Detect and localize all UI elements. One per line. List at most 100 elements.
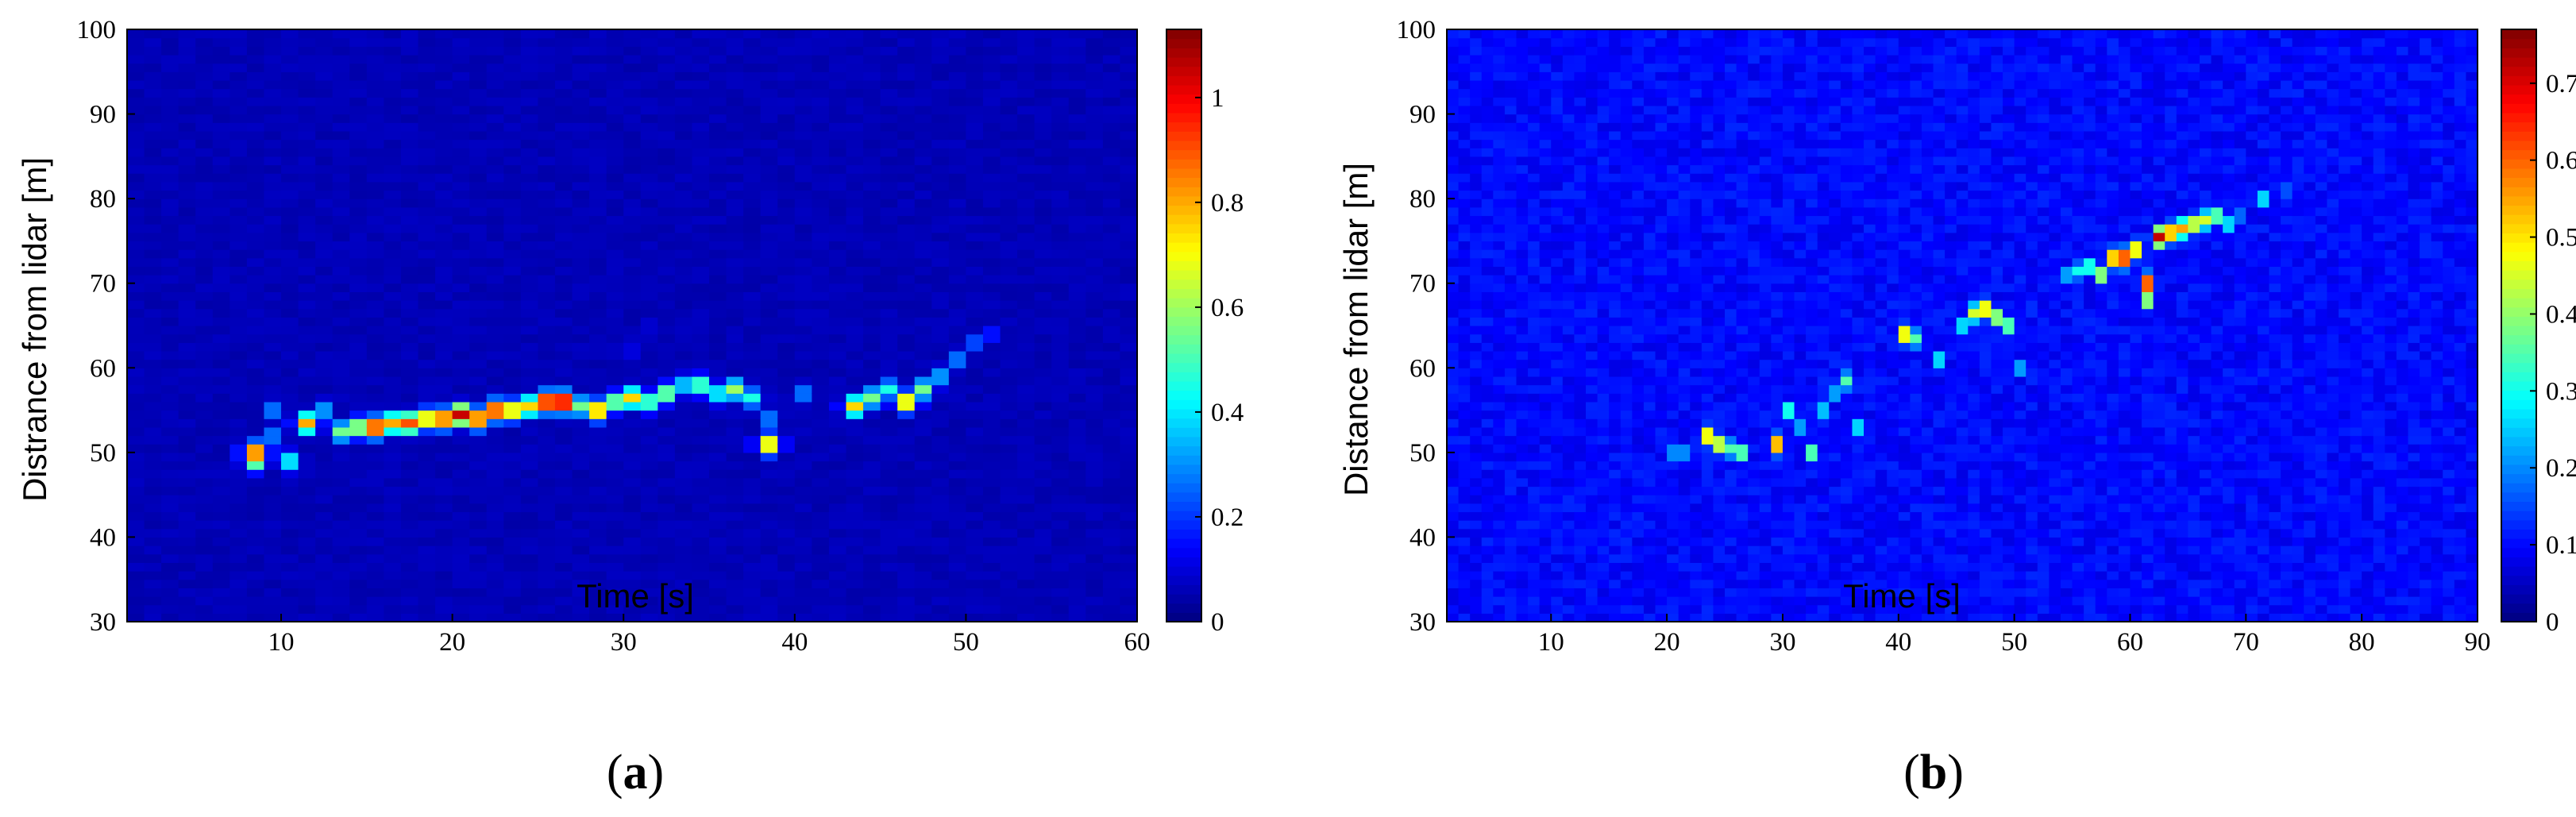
heatmap-cell: [281, 317, 299, 326]
heatmap-cell: [1017, 122, 1035, 131]
heatmap-cell: [213, 258, 230, 267]
heatmap-cell: [795, 605, 812, 614]
heatmap-cell: [812, 249, 829, 258]
heatmap-cell: [931, 309, 949, 318]
heatmap-cell: [1482, 148, 1494, 156]
heatmap-cell: [1447, 71, 1459, 80]
heatmap-cell: [384, 46, 401, 55]
heatmap-cell: [812, 436, 829, 445]
heatmap-cell: [915, 38, 932, 47]
heatmap-cell: [349, 55, 367, 64]
heatmap-cell: [333, 334, 350, 343]
heatmap-cell: [692, 173, 709, 182]
heatmap-cell: [657, 427, 675, 436]
heatmap-cell: [761, 605, 778, 614]
heatmap-cell: [469, 410, 487, 419]
heatmap-cell: [453, 376, 470, 385]
heatmap-cell: [966, 571, 983, 580]
heatmap-cell: [1482, 106, 1494, 114]
heatmap-cell: [555, 131, 573, 140]
heatmap-cell: [607, 215, 624, 224]
heatmap-cell: [915, 393, 932, 402]
heatmap-cell: [127, 554, 145, 563]
heatmap-cell: [1017, 351, 1035, 360]
heatmap-cell: [1086, 283, 1103, 292]
heatmap-cell: [469, 55, 487, 64]
heatmap-cell: [503, 224, 521, 233]
heatmap-cell: [983, 266, 1001, 275]
heatmap-cell: [1086, 486, 1103, 495]
heatmap-cell: [1069, 198, 1086, 207]
heatmap-cell: [555, 249, 573, 258]
heatmap-cell: [812, 511, 829, 520]
heatmap-cell: [1069, 317, 1086, 326]
colorbar-swatch: [1167, 131, 1201, 141]
heatmap-cell: [418, 495, 436, 503]
heatmap-cell: [487, 71, 504, 80]
heatmap-cell: [384, 291, 401, 300]
heatmap-cell: [247, 453, 264, 461]
heatmap-cell: [401, 580, 418, 588]
heatmap-cell: [692, 605, 709, 614]
heatmap-cell: [692, 156, 709, 165]
heatmap-cell: [1505, 393, 1517, 402]
heatmap-cell: [1505, 326, 1517, 334]
heatmap-cell: [384, 562, 401, 571]
heatmap-cell: [761, 300, 778, 309]
heatmap-cell: [1528, 173, 1540, 182]
heatmap-cell: [607, 140, 624, 148]
heatmap-cell: [1470, 182, 1482, 191]
heatmap-cell: [367, 215, 384, 224]
heatmap-cell: [641, 122, 658, 131]
heatmap-cell: [743, 571, 761, 580]
heatmap-cell: [333, 156, 350, 165]
heatmap-cell: [195, 613, 213, 622]
heatmap-cell: [675, 291, 692, 300]
heatmap-cell: [1017, 300, 1035, 309]
heatmap-cell: [607, 173, 624, 182]
heatmap-cell: [743, 393, 761, 402]
heatmap-cell: [435, 418, 453, 427]
heatmap-cell: [623, 453, 641, 461]
heatmap-cell: [983, 334, 1001, 343]
heatmap-cell: [1035, 97, 1052, 106]
heatmap-cell: [983, 55, 1001, 64]
heatmap-cell: [846, 545, 863, 554]
heatmap-cell: [1086, 89, 1103, 98]
heatmap-cell: [727, 326, 744, 334]
heatmap-cell: [795, 89, 812, 98]
heatmap-cell: [692, 545, 709, 554]
heatmap-cell: [229, 326, 247, 334]
heatmap-cell: [1035, 309, 1052, 318]
heatmap-cell: [418, 554, 436, 563]
heatmap-cell: [1103, 122, 1120, 131]
heatmap-cell: [1505, 71, 1517, 80]
heatmap-cell: [966, 486, 983, 495]
heatmap-cell: [367, 402, 384, 410]
heatmap-cell: [709, 580, 727, 588]
heatmap-cell: [401, 529, 418, 538]
heatmap-cell: [401, 182, 418, 191]
heatmap-cell: [1551, 376, 1563, 385]
heatmap-cell: [812, 545, 829, 554]
heatmap-cell: [1551, 89, 1563, 98]
heatmap-cell: [1103, 562, 1120, 571]
heatmap-cell: [1493, 224, 1505, 233]
heatmap-cell: [1001, 554, 1018, 563]
heatmap-cell: [812, 165, 829, 174]
heatmap-cell: [145, 486, 162, 495]
heatmap-cell: [692, 46, 709, 55]
heatmap-cell: [521, 291, 538, 300]
heatmap-cell: [161, 241, 179, 249]
y-tick-label: 80: [90, 185, 116, 214]
heatmap-cell: [983, 436, 1001, 445]
heatmap-cell: [1540, 233, 1552, 241]
heatmap-cell: [829, 580, 846, 588]
heatmap-cell: [966, 140, 983, 148]
heatmap-cell: [573, 291, 590, 300]
heatmap-cell: [931, 190, 949, 198]
heatmap-cell: [812, 190, 829, 198]
heatmap-cell: [503, 385, 521, 394]
heatmap-cell: [1505, 537, 1517, 545]
heatmap-cell: [281, 156, 299, 165]
